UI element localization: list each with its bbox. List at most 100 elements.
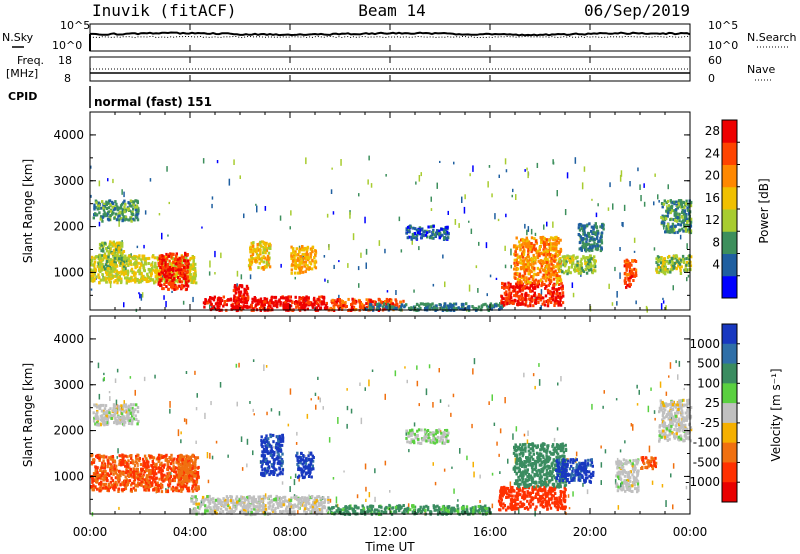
speckle-cell bbox=[209, 452, 211, 459]
range-cell bbox=[353, 301, 356, 305]
range-cell bbox=[673, 200, 676, 204]
range-cell bbox=[108, 271, 111, 275]
range-cell bbox=[193, 279, 196, 283]
range-cell bbox=[136, 475, 139, 479]
range-cell bbox=[520, 276, 523, 280]
range-cell bbox=[193, 276, 196, 280]
range-cell bbox=[100, 474, 103, 478]
range-cell bbox=[136, 457, 140, 461]
speckle-cell bbox=[512, 188, 514, 193]
range-cell bbox=[146, 462, 149, 466]
range-cell bbox=[265, 241, 268, 245]
range-cell bbox=[431, 230, 435, 234]
range-cell bbox=[592, 227, 595, 231]
range-cell bbox=[158, 484, 161, 488]
range-cell bbox=[684, 227, 688, 231]
range-cell bbox=[574, 266, 577, 270]
range-cell bbox=[512, 286, 515, 289]
range-cell bbox=[194, 482, 198, 486]
range-cell bbox=[664, 230, 667, 234]
range-cell bbox=[155, 462, 158, 466]
range-cell bbox=[626, 260, 629, 264]
range-cell bbox=[405, 227, 408, 231]
range-cell bbox=[187, 279, 190, 283]
range-cell bbox=[411, 232, 415, 236]
range-cell bbox=[555, 250, 558, 254]
speckle-cell bbox=[107, 178, 109, 182]
range-cell bbox=[398, 307, 401, 311]
range-cell bbox=[124, 259, 128, 263]
range-cell bbox=[285, 306, 288, 310]
range-cell bbox=[168, 259, 171, 263]
range-cell bbox=[559, 298, 562, 302]
range-cell bbox=[540, 283, 544, 287]
range-cell bbox=[169, 475, 172, 478]
range-cell bbox=[289, 304, 293, 308]
range-cell bbox=[130, 487, 133, 491]
speckle-cell bbox=[368, 155, 370, 161]
range-cell bbox=[677, 264, 680, 268]
range-cell bbox=[599, 225, 602, 229]
range-cell bbox=[154, 263, 157, 267]
range-cell bbox=[504, 300, 507, 304]
speckle-cell bbox=[289, 486, 291, 492]
range-cell bbox=[302, 248, 306, 252]
range-cell bbox=[391, 302, 394, 306]
range-cell bbox=[671, 230, 674, 234]
range-cell bbox=[148, 479, 151, 483]
range-cell bbox=[184, 251, 187, 255]
speckle-cell bbox=[540, 289, 543, 295]
range-cell bbox=[255, 299, 258, 303]
range-cell bbox=[168, 471, 171, 475]
range-cell bbox=[151, 481, 154, 485]
range-cell bbox=[192, 470, 195, 474]
range-cell bbox=[174, 262, 177, 266]
range-cell bbox=[562, 294, 565, 298]
range-cell bbox=[415, 234, 419, 237]
range-cell bbox=[131, 217, 135, 221]
range-cell bbox=[457, 306, 460, 310]
range-cell bbox=[117, 487, 120, 491]
range-cell bbox=[409, 225, 412, 229]
range-cell bbox=[125, 281, 128, 285]
range-cell bbox=[559, 262, 562, 266]
range-cell bbox=[449, 303, 452, 307]
range-cell bbox=[509, 293, 512, 297]
range-cell bbox=[115, 269, 119, 273]
range-cell bbox=[632, 279, 635, 282]
speckle-cell bbox=[432, 402, 434, 408]
range-cell bbox=[537, 282, 540, 286]
range-cell bbox=[104, 214, 108, 218]
range-cell bbox=[108, 250, 111, 254]
range-cell bbox=[665, 217, 668, 221]
range-cell bbox=[95, 213, 99, 217]
range-cell bbox=[332, 300, 336, 303]
range-cell bbox=[672, 264, 676, 268]
range-cell bbox=[134, 205, 137, 209]
range-cell bbox=[178, 467, 181, 471]
range-cell bbox=[107, 255, 110, 259]
range-cell bbox=[240, 285, 244, 289]
range-cell bbox=[623, 279, 627, 283]
range-cell bbox=[549, 236, 553, 240]
range-cell bbox=[535, 296, 539, 300]
range-cell bbox=[300, 265, 304, 269]
range-cell bbox=[100, 454, 103, 458]
range-cell bbox=[540, 241, 543, 245]
range-cell bbox=[431, 302, 434, 306]
range-cell bbox=[326, 306, 329, 309]
speckle-cell bbox=[161, 274, 164, 280]
range-cell bbox=[527, 255, 530, 259]
range-cell bbox=[480, 304, 484, 308]
range-cell bbox=[528, 269, 531, 272]
range-cell bbox=[559, 247, 562, 251]
speckle-cell bbox=[536, 162, 539, 168]
range-cell bbox=[98, 267, 101, 271]
range-cell bbox=[552, 242, 555, 246]
range-cell bbox=[120, 257, 123, 261]
range-cell bbox=[448, 306, 451, 310]
speckle-cell bbox=[252, 408, 254, 412]
range-cell bbox=[168, 484, 171, 488]
range-cell bbox=[675, 255, 679, 259]
range-cell bbox=[579, 271, 582, 275]
